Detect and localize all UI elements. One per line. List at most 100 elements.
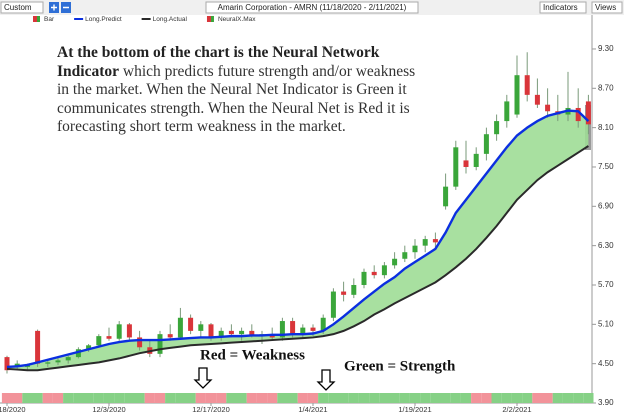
candle-body [300,327,306,335]
candle-body [35,330,41,364]
neural-cell [114,393,125,403]
legend-label: NeuralX.Max [218,16,256,23]
candle-body [198,324,204,331]
candle-body [514,75,520,115]
neural-cell [358,393,370,403]
neural-cell [83,393,94,403]
neural-cell [328,393,339,403]
candle-body [422,239,428,246]
candle-body [473,153,479,167]
candle-body [249,330,255,337]
views-menu[interactable] [591,1,623,14]
candle-body [96,336,102,346]
neural-cell [409,393,421,403]
candle-body [75,349,81,358]
series-line [6,109,590,369]
candle-body [494,121,500,135]
strong-label: Green = Strength [344,358,456,374]
candle-body [381,265,387,276]
legend-label: Long.Actual [153,16,188,23]
neural-cell [562,393,574,403]
neural-cell [22,393,33,403]
candle-body [55,360,61,363]
neural-cell [277,393,288,403]
neural-cell [440,393,451,403]
candle-body [228,330,234,335]
neural-cell [481,393,492,403]
candle-body [137,337,143,348]
neural-cell [175,393,186,403]
x-tick-label: 12/3/2020 [92,405,125,414]
neural-cell [32,393,43,403]
neural-cell [134,393,145,403]
candle-body [453,147,459,187]
neural-cell [287,393,298,403]
neural-cell [471,393,482,403]
y-tick-label: 6.30 [598,241,614,250]
candle-body [402,252,408,259]
indicators-menu[interactable] [539,1,587,14]
neural-cell [307,393,319,403]
candle-body [208,324,214,338]
candle-body [443,186,449,207]
neural-cell [195,393,206,403]
candle-body [534,94,540,105]
y-tick-label: 7.50 [598,162,614,171]
preset-label: Custom [4,3,32,12]
legend-swatch [33,16,37,22]
neural-cell [501,393,512,403]
annotation: At the bottom of the chart is the Neural… [57,44,429,137]
legend-swatch [210,16,214,22]
legend-label: Long.Predict [85,16,122,23]
indicators-label: Indicators [543,3,578,12]
candle-body [45,362,51,364]
y-tick-label: 5.70 [598,280,614,289]
candle-body [341,291,347,295]
candle-body [86,345,92,350]
neural-cell [318,393,329,403]
title-box [205,1,419,14]
neural-cell [144,393,155,403]
candle-body [4,357,10,371]
neural-cell [460,393,472,403]
candle-body [412,245,418,253]
legend-swatch [37,16,40,22]
neural-cell [573,393,584,403]
x-tick-label: 1/19/2021 [398,405,431,414]
candle-body [290,321,296,335]
preset-dropdown[interactable] [0,1,44,14]
candle-body [432,239,438,243]
candle-body [392,258,398,266]
neural-cell [12,393,23,403]
neural-cell [583,393,594,403]
candle-body [188,317,194,331]
candle-body [126,324,132,338]
y-tick-label: 3.90 [598,398,614,407]
neural-cell [236,393,247,403]
candle-body [320,317,326,331]
candle-body [483,134,489,154]
legend-label: Bar [44,16,55,23]
neural-cell [297,393,308,403]
neural-cell [63,393,74,403]
y-tick-label: 8.70 [598,83,614,92]
neural-cell [430,393,441,403]
candle-body [504,101,510,122]
candle-body [157,334,163,354]
neural-cell [246,393,257,403]
arrows [193,367,336,391]
neural-cell [256,393,268,403]
neural-cell [154,393,166,403]
candle-body [167,334,173,338]
neural-cell [389,393,400,403]
neural-cell [1,393,15,403]
y-tick-label: 8.10 [598,123,614,132]
neural-cell [450,393,461,403]
neural-cell [124,393,135,403]
candle-body [351,284,357,295]
legend-swatch [206,16,211,22]
neural-cell [348,393,359,403]
neural-cell [103,393,115,403]
candle-body [116,324,122,339]
neural-cell [93,393,104,403]
